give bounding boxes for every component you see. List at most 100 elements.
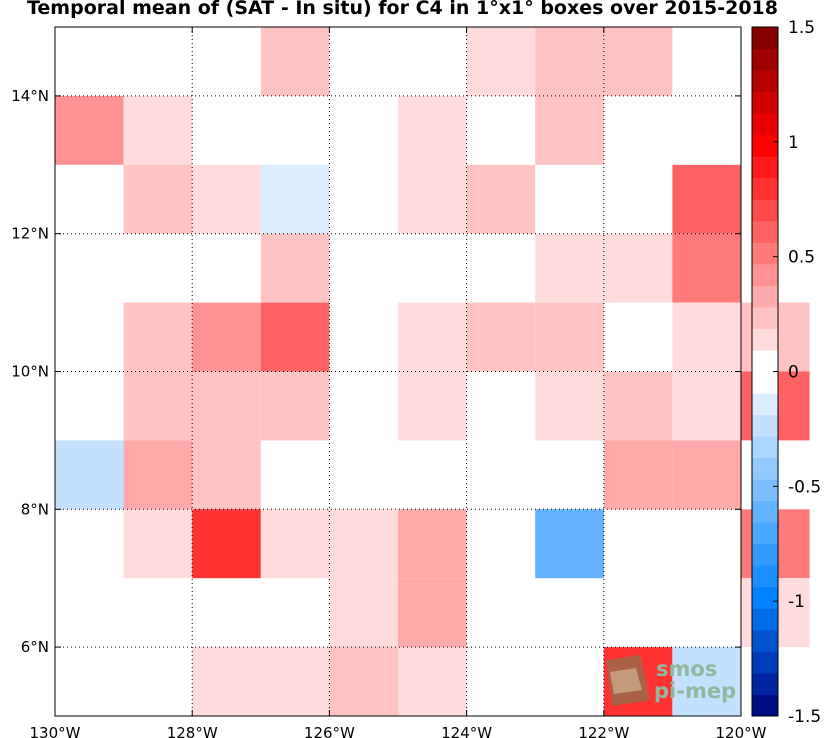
heatmap-cell [398,509,467,579]
heatmap-cell [329,578,398,648]
logo-line1: smos [656,657,717,681]
heatmap-cell [55,95,124,165]
heatmap-cell [123,371,193,441]
heatmap-cell [260,647,330,716]
heatmap-cell [192,302,261,372]
smos-pi-mep-logo: smos pi-mep [606,655,736,706]
heatmap-cell [192,164,261,234]
colorbar-level [752,199,778,222]
heatmap-cell [398,371,467,441]
colorbar-tick-label: 0 [788,363,799,383]
colorbar-level [752,113,778,136]
heatmap-cell [535,509,604,579]
heatmap-cell [535,27,604,96]
heatmap-cell [260,27,330,96]
heatmap-cell [329,509,398,579]
heatmap-cell [672,302,741,372]
heatmap-cell [535,302,604,372]
heatmap-cell [260,371,330,441]
heatmap-cell [535,95,604,165]
colorbar-level [752,349,778,372]
heatmap-cell [123,509,193,579]
heatmap-cell [672,440,741,510]
heatmap-cell [123,302,193,372]
heatmap-cell [55,440,124,510]
colorbar-level [752,177,778,200]
colorbar-level [752,134,778,157]
colorbar-level [752,371,778,394]
colorbar-level [752,436,778,459]
colorbar-level [752,27,778,50]
x-axis-ticks: 130°W 128°W 126°W 124°W 122°W 120°W [30,27,767,738]
heatmap-cell [260,302,330,372]
heatmap-cell [260,233,330,303]
colorbar-level [752,328,778,351]
heatmap-cell [192,509,261,579]
colorbar-level [752,629,778,652]
colorbar-level [752,565,778,588]
heatmap-cell [466,27,536,96]
heatmap-cell [123,440,193,510]
colorbar-tick-label: -1.5 [788,707,821,727]
heatmap-cell [123,164,193,234]
x-tick-label: 124°W [441,724,492,738]
colorbar-level [752,393,778,416]
colorbar-level [752,479,778,502]
colorbar-level [752,457,778,480]
colorbar-level [752,242,778,265]
colorbar-level [752,156,778,179]
colorbar-level [752,522,778,545]
heatmap-cell [603,371,673,441]
colorbar-level [752,285,778,308]
heatmap-cell [535,233,604,303]
colorbar-level [752,306,778,329]
heatmap-cells [55,27,810,716]
colorbar-level [752,500,778,523]
heatmap-cell [672,164,741,234]
colorbar-level [752,48,778,71]
heatmap-cell [603,233,673,303]
y-axis-ticks: 6°N 8°N 10°N 12°N 14°N [11,87,741,656]
y-tick-label: 8°N [21,500,49,518]
colorbar-tick-label: -0.5 [788,477,821,497]
colorbar-level [752,414,778,437]
logo-mark-icon [606,655,650,706]
heatmap-cell [123,95,193,165]
colorbar-tick-label: 0.5 [788,248,815,268]
colorbar-level [752,608,778,631]
heatmap-cell [260,164,330,234]
heatmap-cell [398,164,467,234]
heatmap-cell [329,647,398,716]
x-tick-label: 128°W [167,724,218,738]
logo-line2: pi-mep [654,679,736,703]
heatmap-cell [466,302,536,372]
heatmap-cell [398,95,467,165]
colorbar-level [752,263,778,286]
colorbar-level [752,91,778,114]
y-tick-label: 12°N [11,225,49,243]
y-tick-label: 6°N [21,638,49,656]
colorbar: 1.5 1 0.5 0 -0.5 -1 -1.5 [751,18,821,727]
x-tick-label: 122°W [578,724,629,738]
heatmap-cell [672,371,741,441]
x-tick-label: 130°W [30,724,81,738]
heatmap-cell [192,647,261,716]
heatmap-cell [672,647,741,716]
heatmap-cell [535,371,604,441]
x-tick-label: 120°W [716,724,767,738]
heatmap-cell [398,302,467,372]
chart-title: Temporal mean of (SAT - In situ) for C4 … [26,0,778,19]
colorbar-tick-label: -1 [788,592,805,612]
heatmap-cell [192,371,261,441]
colorbar-level [752,694,778,717]
heatmap-cell [603,27,673,96]
heatmap-cell [672,233,741,303]
y-tick-label: 10°N [11,363,49,381]
grid-lines [55,27,741,716]
x-tick-label: 126°W [304,724,355,738]
y-tick-label: 14°N [11,87,49,105]
colorbar-level [752,651,778,674]
heatmap-cell [603,440,673,510]
colorbar-level [752,70,778,93]
heatmap-cell [466,164,536,234]
